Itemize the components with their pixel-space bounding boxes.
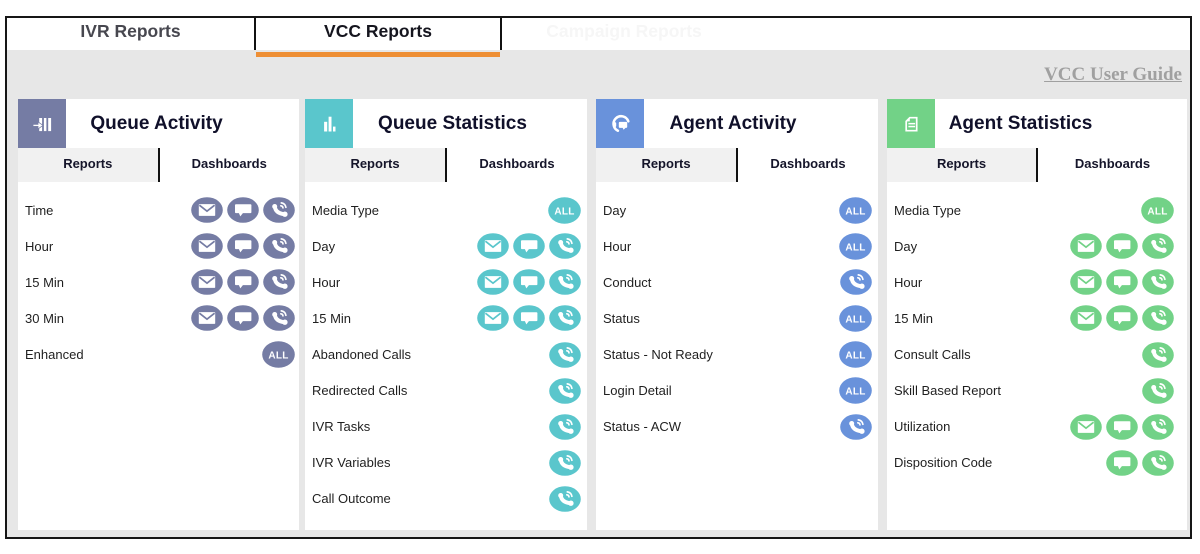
svg-text:ALL: ALL (845, 314, 865, 325)
svg-text:ALL: ALL (845, 206, 865, 217)
svg-text:ALL: ALL (554, 206, 574, 217)
svg-text:ALL: ALL (845, 387, 865, 398)
svg-text:ALL: ALL (845, 350, 865, 361)
svg-text:ALL: ALL (845, 242, 865, 253)
svg-text:ALL: ALL (268, 350, 288, 361)
svg-text:ALL: ALL (1147, 206, 1167, 217)
